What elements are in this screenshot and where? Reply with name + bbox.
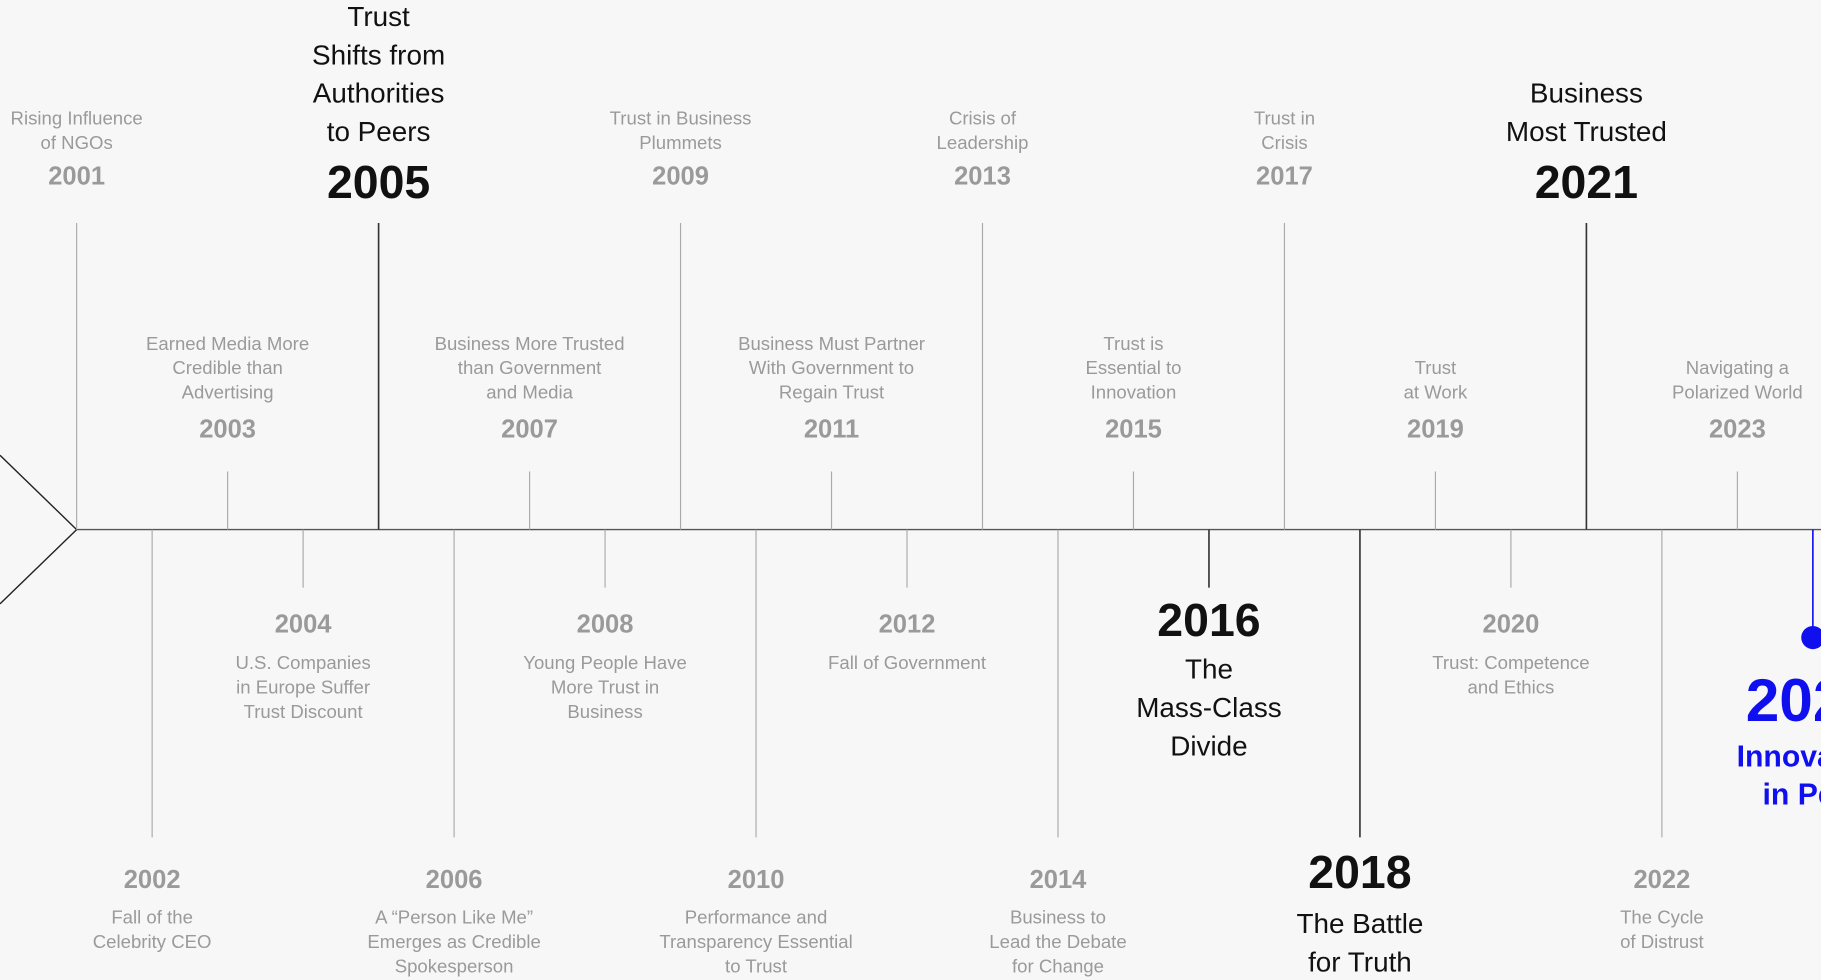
event-label: Trust is — [1103, 333, 1163, 354]
event-label: Most Trusted — [1506, 116, 1667, 147]
event-year: 2003 — [199, 416, 256, 444]
event-label: Polarized World — [1672, 382, 1803, 403]
event-label: Fall of the — [111, 907, 193, 928]
event-label: Transparency Essential — [659, 931, 852, 952]
event-year: 2013 — [954, 162, 1011, 190]
event-label: Regain Trust — [779, 382, 885, 403]
event-label: and Ethics — [1468, 677, 1555, 698]
event-label: Navigating a — [1686, 357, 1790, 378]
event-label: Business to — [1010, 907, 1106, 928]
event-label: Mass-Class — [1136, 692, 1282, 723]
event-year: 2014 — [1030, 866, 1088, 894]
event-label: Innovation — [1737, 740, 1821, 773]
event-label: of Distrust — [1620, 931, 1704, 952]
event-year: 2022 — [1633, 866, 1690, 894]
event-year: 2020 — [1483, 611, 1540, 639]
event-label: to Trust — [725, 955, 788, 976]
event-year: 2006 — [426, 866, 483, 894]
event-year: 2024 — [1746, 666, 1821, 734]
event-label: Crisis — [1261, 132, 1307, 153]
event-year: 2011 — [804, 416, 859, 444]
event-label: Authorities — [313, 78, 445, 109]
event-year: 2001 — [48, 162, 105, 190]
event-year: 2017 — [1256, 162, 1313, 190]
event-label: Business More Trusted — [435, 333, 625, 354]
event-label: Business Must Partner — [738, 333, 925, 354]
event-label: for Change — [1012, 955, 1104, 976]
event-label: A “Person Like Me” — [375, 907, 533, 928]
event-label: Celebrity CEO — [93, 931, 212, 952]
event-label: Innovation — [1091, 382, 1177, 403]
event-year: 2015 — [1105, 416, 1162, 444]
event-label: in Peril — [1763, 779, 1821, 812]
event-year: 2005 — [327, 156, 430, 208]
event-year: 2007 — [501, 416, 558, 444]
event-label: More Trust in — [551, 677, 659, 698]
event-label: The — [1185, 654, 1233, 685]
chevron — [0, 454, 78, 605]
event-label: Performance and — [685, 907, 828, 928]
event-label: Emerges as Credible — [367, 931, 540, 952]
event-label: and Media — [486, 382, 573, 403]
event-year: 2018 — [1308, 846, 1411, 898]
event-label: Lead the Debate — [989, 931, 1126, 952]
event-year: 2010 — [728, 866, 785, 894]
event-label: at Work — [1404, 382, 1468, 403]
event-label: Earned Media More — [146, 333, 309, 354]
event-label: Trust — [1415, 357, 1457, 378]
event-label: Young People Have — [523, 652, 687, 673]
event-label: than Government — [458, 357, 602, 378]
event-label: Shifts from — [312, 39, 445, 70]
event-label: Fall of Government — [828, 652, 987, 673]
event-year: 2016 — [1157, 594, 1260, 646]
event-label: to Peers — [327, 116, 431, 147]
marker-dot — [1801, 625, 1821, 650]
event-label: The Cycle — [1620, 907, 1704, 928]
event-label: Crisis of — [949, 108, 1017, 129]
event-label: Trust in Business — [610, 108, 752, 129]
event-label: Spokesperson — [395, 955, 514, 976]
event-label: Trust: Competence — [1432, 652, 1589, 673]
event-label: for Truth — [1308, 946, 1412, 977]
event-year: 2009 — [652, 162, 709, 190]
event-year: 2004 — [275, 611, 333, 639]
event-label: Business — [567, 701, 642, 722]
event-label: Essential to — [1085, 357, 1181, 378]
event-label: Trust — [347, 1, 410, 32]
event-year: 2019 — [1407, 416, 1464, 444]
event-year: 2021 — [1535, 156, 1638, 208]
event-label: Divide — [1170, 730, 1247, 761]
event-year: 2008 — [577, 611, 634, 639]
event-label: U.S. Companies — [235, 652, 370, 673]
event-label: in Europe Suffer — [236, 677, 370, 698]
event-label: With Government to — [749, 357, 914, 378]
event-label: Leadership — [937, 132, 1029, 153]
event-label: Credible than — [172, 357, 283, 378]
event-label: Plummets — [639, 132, 722, 153]
event-label: Business — [1530, 78, 1643, 109]
event-label: The Battle — [1296, 908, 1423, 939]
event-label: Rising Influence — [11, 108, 143, 129]
event-year: 2002 — [124, 866, 181, 894]
event-label: Advertising — [182, 382, 274, 403]
event-label: of NGOs — [41, 132, 113, 153]
event-label: Trust in — [1254, 108, 1315, 129]
event-label: Trust Discount — [244, 701, 364, 722]
event-year: 2012 — [879, 611, 936, 639]
event-year: 2023 — [1709, 416, 1766, 444]
